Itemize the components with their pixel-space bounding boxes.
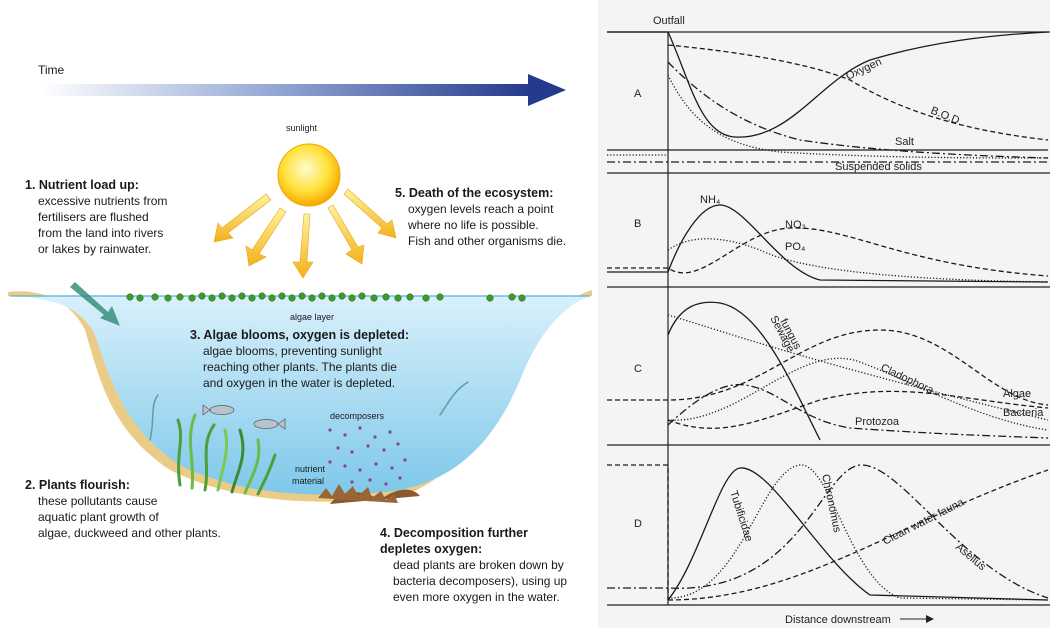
step-body: oxygen levels reach a point [408, 202, 554, 216]
step-body: bacteria decomposers), using up [393, 574, 567, 588]
step-title: 4. Decomposition further [380, 526, 528, 540]
step-title: 1. Nutrient load up: [25, 178, 139, 192]
step-title: depletes oxygen: [380, 542, 482, 556]
panel-letter: A [634, 88, 642, 100]
decomposers-label: decomposers [330, 411, 385, 421]
step-body: fertilisers are flushed [38, 210, 149, 224]
step-title: 2. Plants flourish: [25, 478, 130, 492]
time-arrow [40, 74, 566, 106]
panel-letter: D [634, 518, 642, 530]
algae-layer-label: algae layer [290, 312, 334, 322]
curve-label: Salt [895, 136, 914, 148]
panel-letter: C [634, 363, 642, 375]
diagram: OutfallDistance downstreamAOxygenB.O.D.S… [0, 0, 1050, 628]
step-body: where no life is possible. [407, 218, 539, 232]
step-body: and oxygen in the water is depleted. [203, 376, 395, 390]
panel-letter: B [634, 218, 641, 230]
sun-label: sunlight [286, 123, 318, 133]
step-body: even more oxygen in the water. [393, 590, 560, 604]
step-title: 3. Algae blooms, oxygen is depleted: [190, 328, 409, 342]
step-body: these pollutants cause [38, 494, 158, 508]
page: { "timeline": {"label": "Time"}, "sun": … [0, 0, 1050, 628]
curve-label: PO₄ [785, 241, 806, 253]
step-body: excessive nutrients from [38, 194, 167, 208]
x-axis-label: Distance downstream [785, 614, 891, 626]
step-body: Fish and other organisms die. [408, 234, 566, 248]
sun [214, 144, 396, 278]
nutrient-material-label: nutrient [295, 464, 326, 474]
step-body: or lakes by rainwater. [38, 242, 151, 256]
outfall-label: Outfall [653, 15, 685, 27]
step-body: algae, duckweed and other plants. [38, 526, 221, 540]
time-label: Time [38, 63, 65, 77]
nutrient-material-label: material [292, 476, 324, 486]
step-title: 5. Death of the ecosystem: [395, 186, 553, 200]
step-body: reaching other plants. The plants die [203, 360, 397, 374]
step-body: from the land into rivers [38, 226, 163, 240]
curve-label: NH₄ [700, 194, 721, 206]
step-body: aquatic plant growth of [38, 510, 159, 524]
curve-label: Protozoa [855, 416, 900, 428]
curve-label: NO₃ [785, 219, 806, 231]
curve-label: Suspended solids [835, 161, 922, 173]
curve-label: Algae [1003, 388, 1031, 400]
step-body: dead plants are broken down by [393, 558, 564, 572]
step-body: algae blooms, preventing sunlight [203, 344, 382, 358]
curve-label: Bacteria [1003, 407, 1044, 419]
